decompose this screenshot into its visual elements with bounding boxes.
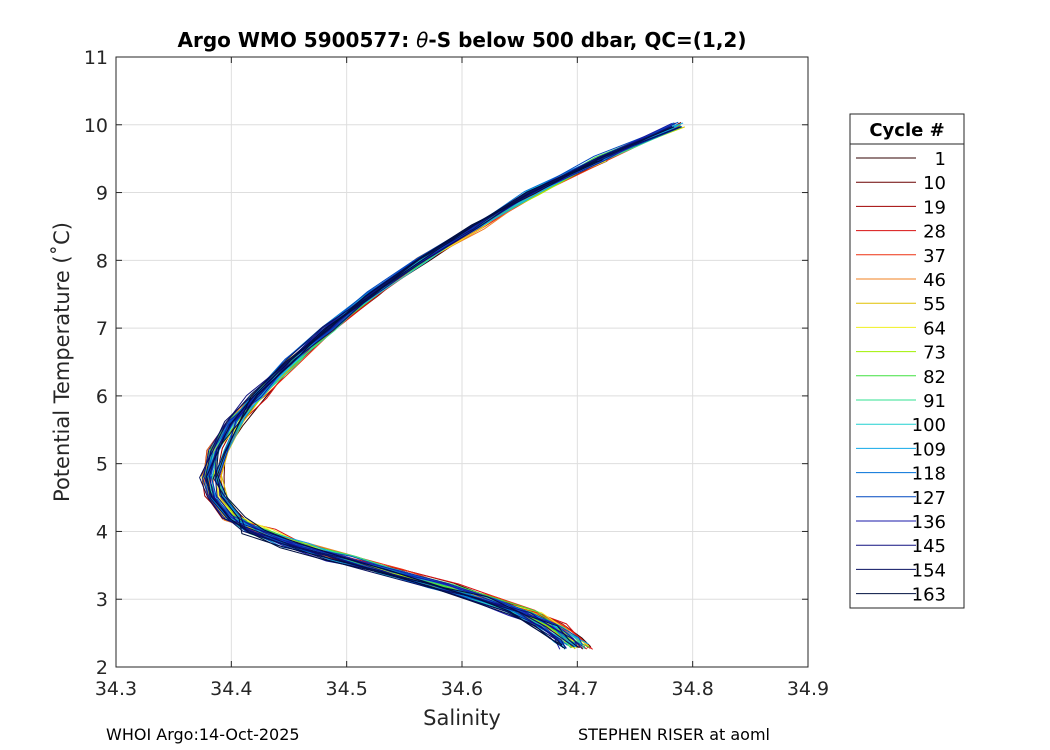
y-axis-ticks: 2 3 4 5 6 7 8 9 10 11 [84,47,808,679]
y-tick-label: 3 [96,589,108,611]
legend-box [849,113,965,609]
x-tick-label: 34.4 [210,678,252,700]
x-tick-label: 34.5 [326,678,368,700]
series-line-cycle-154 [212,126,682,646]
legend-title: Cycle # [869,120,944,141]
y-tick-label: 5 [96,454,108,476]
legend-label-82: 82 [923,367,946,388]
series-line-cycle-127 [210,121,679,646]
legend-label-145: 145 [912,536,946,557]
legend-label-154: 154 [912,560,946,581]
legend-label-73: 73 [923,343,946,364]
y-tick-label: 2 [96,657,108,679]
legend-label-37: 37 [923,246,946,267]
footer-left: WHOI Argo:14-Oct-2025 [106,725,300,744]
legend-label-100: 100 [912,415,946,436]
title-prefix: Argo WMO 5900577: [178,28,417,52]
legend-label-163: 163 [912,585,946,606]
title-suffix: -S below 500 dbar, QC=(1,2) [428,28,746,52]
footer-right: STEPHEN RISER at aoml [578,725,770,744]
legend-label-64: 64 [923,318,946,339]
x-tick-label: 34.7 [556,678,598,700]
legend-label-118: 118 [912,464,946,485]
legend-label-55: 55 [923,294,946,315]
series-line-cycle-145 [209,158,604,650]
chart-title: Argo WMO 5900577: θ-S below 500 dbar, QC… [178,28,747,52]
x-tick-label: 34.3 [95,678,137,700]
legend-label-136: 136 [912,512,946,533]
series-line-cycle-163 [215,126,673,646]
y-tick-label: 11 [84,47,108,69]
y-axis-label: Potential Temperature (˚C) [50,222,74,502]
legend-label-1: 1 [935,149,946,170]
x-tick-label: 34.9 [787,678,829,700]
grid [116,57,808,667]
x-axis-label: Salinity [423,706,501,730]
series-line-cycle-163 [217,160,598,649]
legend-label-46: 46 [923,270,946,291]
y-tick-label: 6 [96,386,108,408]
y-tick-label: 7 [96,318,108,340]
legend-label-19: 19 [923,197,946,218]
y-tick-label: 10 [84,115,108,137]
y-tick-label: 9 [96,183,108,205]
x-tick-label: 34.6 [441,678,483,700]
x-axis-ticks: 34.3 34.4 34.5 34.6 34.7 34.8 34.9 [95,57,829,700]
legend: Cycle # 1 10 19 28 37 46 55 64 73 82 91 100 109 118 12… [849,113,965,609]
legend-label-28: 28 [923,222,946,243]
legend-label-91: 91 [923,391,946,412]
legend-label-10: 10 [923,173,946,194]
series-group [199,121,685,650]
legend-label-127: 127 [912,488,946,509]
plot-area: 34.3 34.4 34.5 34.6 34.7 34.8 34.9 2 3 4 5 6 7 8 9 10 1… [84,47,829,700]
x-tick-label: 34.8 [672,678,714,700]
y-tick-label: 8 [96,250,108,272]
legend-label-109: 109 [912,439,946,460]
legend-items: 1 10 19 28 37 46 55 64 73 82 91 100 109 118 127 136 145 1… [856,149,946,606]
title-theta: θ [416,28,428,52]
y-tick-label: 4 [96,521,108,543]
